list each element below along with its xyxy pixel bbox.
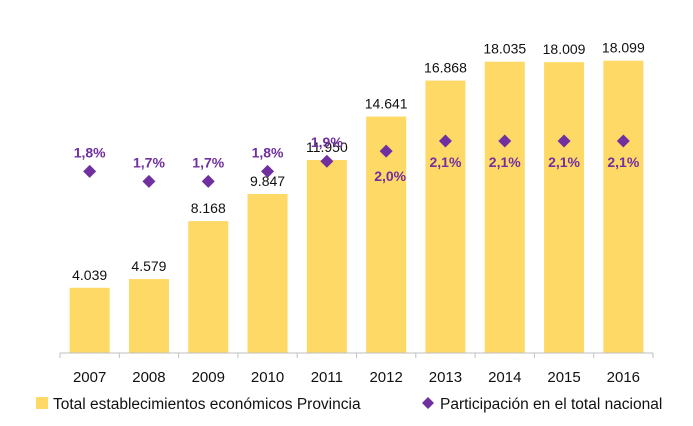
- marker-2008: [142, 174, 156, 188]
- bar-2009: [188, 221, 229, 353]
- bar-2010: [247, 193, 288, 353]
- marker-label-2016: 2,1%: [607, 154, 639, 170]
- bar-2007: [69, 287, 110, 353]
- marker-label-2015: 2,1%: [548, 154, 580, 170]
- marker-label-2010: 1,8%: [252, 144, 284, 160]
- legend-marker-label: Participación en el total nacional: [440, 396, 662, 413]
- marker-2007: [83, 164, 97, 178]
- x-tick-label-2011: 2011: [311, 369, 343, 386]
- marker-2011: [320, 154, 334, 168]
- bar-2015: [544, 62, 585, 353]
- bar-2008: [128, 279, 169, 353]
- legend-marker-swatch: [422, 397, 434, 409]
- bar-2013: [425, 80, 466, 354]
- marker-label-2009: 1,7%: [192, 154, 224, 170]
- x-tick-label-2012: 2012: [369, 369, 402, 386]
- bar-label-2007: 4.039: [72, 267, 107, 283]
- bar-label-2009: 8.168: [191, 200, 226, 216]
- bar-label-2014: 18.035: [483, 41, 526, 57]
- legend: Total establecimientos económicos Provin…: [36, 396, 662, 413]
- bar-label-2012: 14.641: [365, 96, 408, 112]
- bar-label-2015: 18.009: [543, 41, 586, 57]
- marker-2010: [261, 164, 275, 178]
- marker-2012: [379, 144, 393, 158]
- bar-label-2016: 18.099: [602, 40, 645, 56]
- marker-label-2007: 1,8%: [74, 144, 106, 160]
- legend-bar-swatch: [36, 397, 48, 409]
- x-tick-label-2008: 2008: [132, 369, 165, 386]
- bar-label-2011: 11.950: [306, 139, 348, 155]
- bar-label-2008: 4.579: [131, 258, 166, 274]
- bar-2014: [484, 61, 525, 354]
- x-tick-label-2014: 2014: [488, 369, 521, 386]
- bar-2016: [603, 60, 644, 354]
- marker-label-2013: 2,1%: [429, 154, 461, 170]
- marker-2016: [616, 134, 630, 148]
- marker-2013: [438, 134, 452, 148]
- x-tick-label-2013: 2013: [429, 369, 462, 386]
- bar-label-2013: 16.868: [424, 60, 467, 76]
- x-tick-label-2010: 2010: [251, 369, 284, 386]
- x-tick-label-2016: 2016: [607, 369, 640, 386]
- marker-label-2014: 2,1%: [489, 154, 521, 170]
- marker-label-2008: 1,7%: [133, 154, 165, 170]
- x-tick-label-2015: 2015: [547, 369, 580, 386]
- bar-label-2010: 9.847: [250, 173, 285, 189]
- marker-2015: [557, 134, 571, 148]
- bar-2011: [306, 160, 347, 353]
- legend-bar-label: Total establecimientos económicos Provin…: [53, 396, 361, 413]
- x-tick-label-2007: 2007: [73, 369, 106, 386]
- marker-2009: [201, 174, 215, 188]
- marker-label-2011: 1,9%: [311, 134, 343, 150]
- x-tick-label-2009: 2009: [192, 369, 225, 386]
- marker-2014: [498, 134, 512, 148]
- marker-label-2012: 2,0%: [374, 168, 406, 184]
